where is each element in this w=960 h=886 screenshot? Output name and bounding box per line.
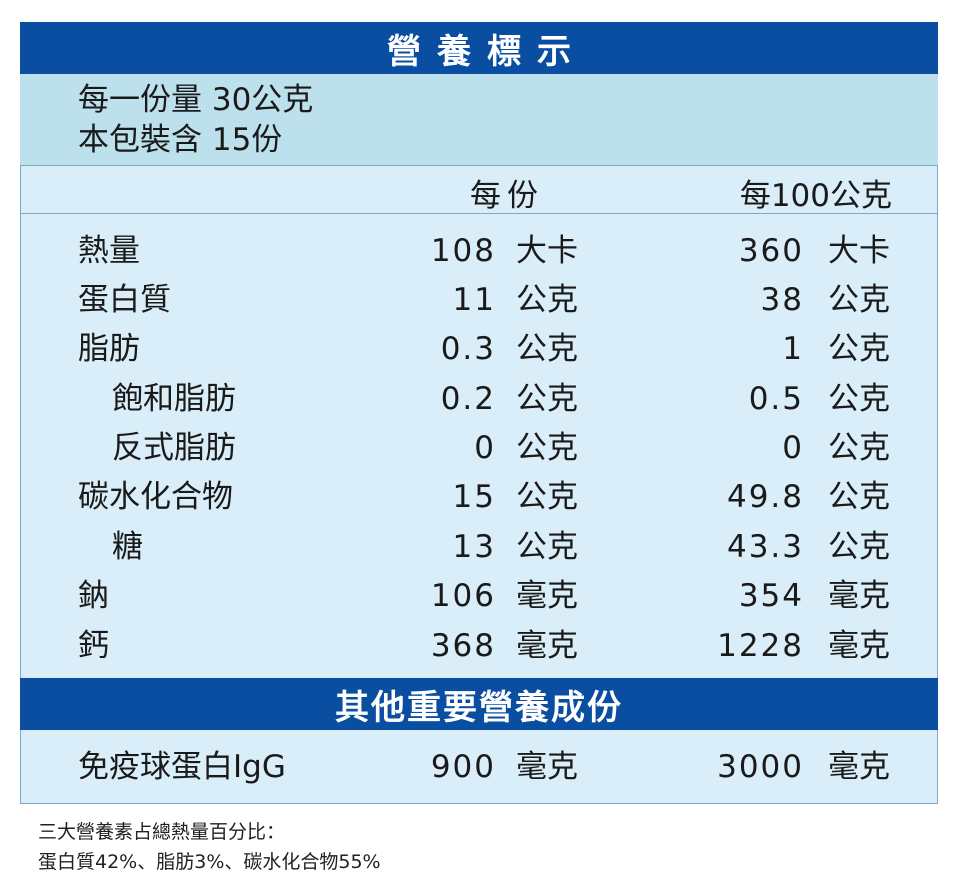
nutrient-row: 碳水化合物 15 公克 49.8 公克 xyxy=(20,472,938,522)
value-per-serving: 108 xyxy=(430,233,496,269)
unit-per-serving: 公克 xyxy=(516,282,578,318)
column-header: 每份 每100公克 xyxy=(20,166,938,214)
unit-per-serving: 公克 xyxy=(516,430,578,466)
value-per-serving: 368 xyxy=(430,628,496,664)
nutrient-name: 反式脂肪 xyxy=(112,430,236,466)
value-per-serving: 0.2 xyxy=(440,381,496,417)
value-per-100g: 360 xyxy=(738,233,804,269)
nutrition-title: 營養標示 xyxy=(20,22,938,74)
unit-per-100g: 大卡 xyxy=(828,233,890,269)
footnote-line-2: 蛋白質42%、脂肪3%、碳水化合物55% xyxy=(38,851,381,873)
other-nutrients-title: 其他重要營養成份 xyxy=(20,678,938,730)
nutrient-name: 鈉 xyxy=(78,578,109,614)
nutrient-row: 反式脂肪 0 公克 0 公克 xyxy=(20,423,938,473)
nutrient-row: 蛋白質 11 公克 38 公克 xyxy=(20,275,938,325)
nutrient-name: 飽和脂肪 xyxy=(112,381,236,417)
nutrient-name: 糖 xyxy=(112,529,143,565)
value-per-100g: 38 xyxy=(760,282,804,318)
value-per-100g: 0 xyxy=(782,430,804,466)
value-per-serving: 11 xyxy=(452,282,496,318)
unit-per-100g: 公克 xyxy=(828,381,890,417)
unit-per-serving: 毫克 xyxy=(516,628,578,664)
nutrient-row: 鈣 368 毫克 1228 毫克 xyxy=(20,621,938,671)
unit-per-serving: 公克 xyxy=(516,479,578,515)
unit-per-serving: 毫克 xyxy=(516,578,578,614)
other-value-per-100g: 3000 xyxy=(717,749,804,785)
unit-per-100g: 公克 xyxy=(828,479,890,515)
other-nutrient-name: 免疫球蛋白IgG xyxy=(78,749,286,785)
nutrient-name: 脂肪 xyxy=(78,331,140,367)
nutrient-name: 熱量 xyxy=(78,233,140,269)
unit-per-100g: 公克 xyxy=(828,282,890,318)
value-per-100g: 1 xyxy=(782,331,804,367)
servings-per-package: 本包裝含 15份 xyxy=(78,122,283,158)
serving-info: 每一份量 30公克 本包裝含 15份 xyxy=(20,74,938,166)
column-per-serving: 每份 xyxy=(470,178,544,214)
value-per-serving: 13 xyxy=(452,529,496,565)
nutrient-row: 鈉 106 毫克 354 毫克 xyxy=(20,571,938,621)
value-per-100g: 354 xyxy=(738,578,804,614)
nutrient-row: 脂肪 0.3 公克 1 公克 xyxy=(20,324,938,374)
other-unit-per-100g: 毫克 xyxy=(828,749,890,785)
footnote-line-1: 三大營養素占總熱量百分比： xyxy=(38,821,286,843)
nutrient-name: 蛋白質 xyxy=(78,282,171,318)
unit-per-100g: 公克 xyxy=(828,529,890,565)
other-unit-per-serving: 毫克 xyxy=(516,749,578,785)
unit-per-serving: 公克 xyxy=(516,381,578,417)
nutrient-row: 熱量 108 大卡 360 大卡 xyxy=(20,226,938,276)
value-per-serving: 0.3 xyxy=(440,331,496,367)
serving-size: 每一份量 30公克 xyxy=(78,82,314,118)
value-per-100g: 43.3 xyxy=(726,529,804,565)
unit-per-100g: 毫克 xyxy=(828,628,890,664)
value-per-100g: 1228 xyxy=(717,628,804,664)
unit-per-serving: 公克 xyxy=(516,529,578,565)
nutrient-row: 糖 13 公克 43.3 公克 xyxy=(20,522,938,572)
value-per-100g: 49.8 xyxy=(726,479,804,515)
unit-per-100g: 毫克 xyxy=(828,578,890,614)
nutrient-name: 鈣 xyxy=(78,628,109,664)
other-nutrient-row: 免疫球蛋白IgG 900 毫克 3000 毫克 xyxy=(20,742,938,792)
other-value-per-serving: 900 xyxy=(430,749,496,785)
unit-per-serving: 公克 xyxy=(516,331,578,367)
value-per-serving: 15 xyxy=(452,479,496,515)
nutrient-row: 飽和脂肪 0.2 公克 0.5 公克 xyxy=(20,374,938,424)
value-per-serving: 0 xyxy=(474,430,496,466)
unit-per-100g: 公克 xyxy=(828,331,890,367)
value-per-serving: 106 xyxy=(430,578,496,614)
unit-per-100g: 公克 xyxy=(828,430,890,466)
unit-per-serving: 大卡 xyxy=(516,233,578,269)
nutrient-name: 碳水化合物 xyxy=(78,479,233,515)
value-per-100g: 0.5 xyxy=(748,381,804,417)
column-per-100g: 每100公克 xyxy=(739,178,892,214)
